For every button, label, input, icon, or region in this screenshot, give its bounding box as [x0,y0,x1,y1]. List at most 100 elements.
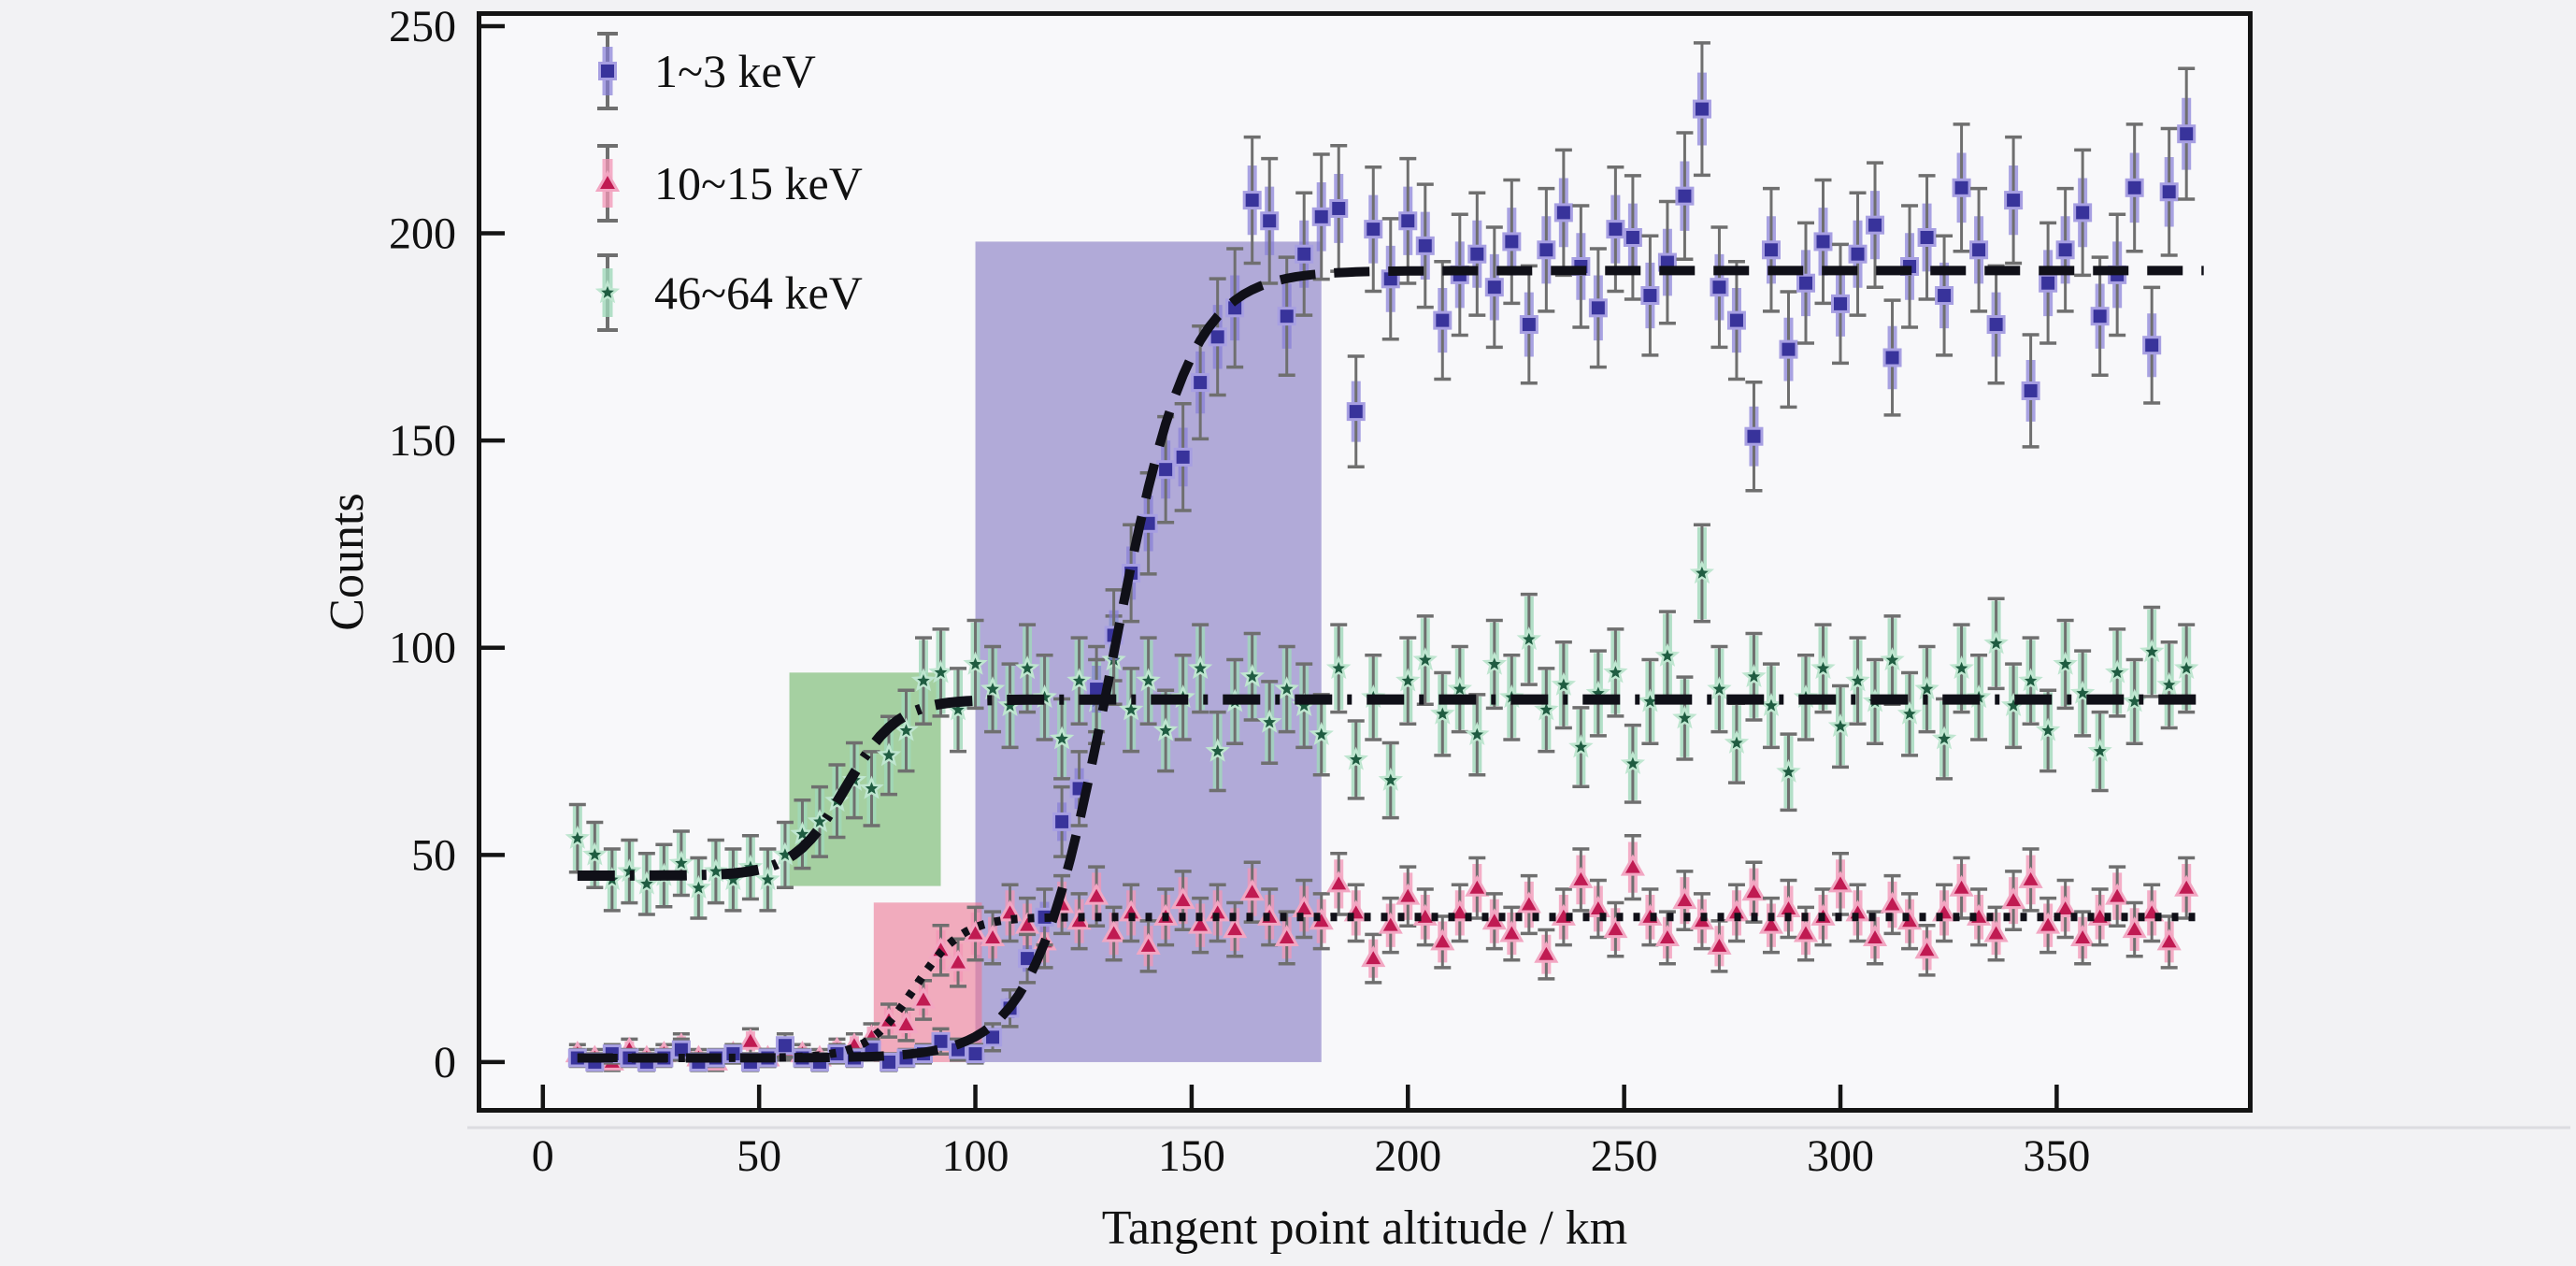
data-point-marker [980,924,1006,946]
data-point-marker [1866,215,1885,235]
data-point-marker [2156,671,2182,696]
data-point-marker [1724,729,1750,754]
data-point-marker [1014,912,1040,934]
legend-item-band_1_3_keV: 1~3 keV [597,32,816,110]
data-point-marker [1208,327,1227,347]
data-point-marker [1882,348,1902,367]
data-point-marker [2053,651,2078,675]
data-point-marker [1447,899,1472,922]
data-point-marker [790,821,815,845]
x-tick-label-150: 150 [1158,1131,1225,1181]
data-point-marker [1707,932,1732,955]
data-point-marker [634,870,659,895]
data-point-marker [966,1044,985,1064]
data-point-marker [928,659,953,683]
data-point-marker [1741,879,1767,901]
data-point-marker [1516,626,1542,651]
data-point-marker [1675,186,1695,206]
data-point-marker [1343,746,1368,770]
data-point-marker [1136,932,1161,955]
data-point-marker [1949,655,1974,680]
data-point-marker [594,169,621,192]
data-point-marker [2156,928,2182,951]
data-point-marker [1188,912,1213,934]
data-point-marker [2073,203,2093,223]
data-point-marker [2105,659,2130,683]
x-tick-label-0: 0 [532,1131,554,1181]
axes-spines [477,11,2253,1113]
data-point-marker [1364,220,1383,239]
data-point-marker [1516,891,1541,914]
y-tick-label-200: 200 [389,209,456,259]
data-point-marker [1329,198,1349,218]
data-point-marker [1484,278,1504,297]
data-point-marker [1465,874,1490,897]
data-point-marker [1761,240,1781,260]
y-tick-label-150: 150 [389,416,456,466]
data-point-marker [1066,668,1092,692]
data-point-marker [2090,307,2110,326]
data-point-marker [1467,244,1487,264]
data-point-marker [1880,891,1905,914]
data-point-marker [1118,697,1144,721]
data-point-marker [2036,912,2061,934]
data-point-marker [1796,273,1815,293]
data-point-marker [879,1052,898,1072]
data-point-marker [1519,315,1538,335]
data-point-marker [1170,887,1195,910]
data-point-marker [1914,676,1939,700]
data-point-marker [1603,916,1628,939]
data-point-marker [686,874,711,899]
data-point-marker [1152,717,1179,741]
data-point-marker [1623,227,1642,247]
data-point-marker [1848,244,1868,264]
x-tick-label-200: 200 [1374,1131,1441,1181]
data-point-marker [1931,726,1957,750]
data-point-marker [1378,912,1403,934]
data-point-marker [1983,630,2009,655]
data-point-marker [2174,874,2199,897]
data-point-marker [2069,680,2096,704]
data-point-marker [1223,916,1248,939]
data-point-marker [2039,273,2058,293]
data-point-marker [2070,924,2096,946]
data-point-marker [1672,705,1697,729]
legend-item-band_10_15_keV: 10~15 keV [594,144,863,223]
data-point-marker [2125,178,2144,197]
data-point-marker [1654,642,1681,667]
data-point-marker [2142,336,2162,355]
data-point-marker [2159,182,2179,202]
data-point-marker [1585,895,1610,917]
data-point-marker [2105,883,2130,905]
data-point-marker [1726,310,1746,330]
data-point-marker [1935,286,1954,306]
data-point-marker [1831,294,1851,313]
data-point-marker [1862,924,1888,946]
x-axis-label: Tangent point altitude / km [1102,1201,1627,1255]
data-point-marker [1776,758,1801,783]
data-point-marker [1588,298,1608,318]
data-point-marker [945,949,971,971]
data-point-marker [1101,920,1126,942]
data-point-marker [1689,560,1715,584]
data-point-marker [1346,402,1366,422]
data-point-marker [1534,697,1559,721]
data-point-marker [1744,426,1764,446]
data-point-marker [1481,651,1507,675]
data-point-marker [910,668,937,692]
data-point-marker [2035,717,2061,741]
x-tick-label-100: 100 [942,1131,1009,1181]
data-point-marker [1952,178,1971,197]
data-point-marker [1827,713,1853,738]
data-point-marker [1032,684,1057,709]
y-tick-label-50: 50 [411,830,456,880]
fit-curve-band_1_3_keV [577,266,2204,1063]
data-point-marker [1499,920,1524,942]
data-point-marker [980,676,1006,700]
data-point-marker [876,742,902,767]
data-point-marker [1014,655,1040,680]
data-point-marker [2177,124,2197,144]
data-point-marker [1277,307,1296,326]
